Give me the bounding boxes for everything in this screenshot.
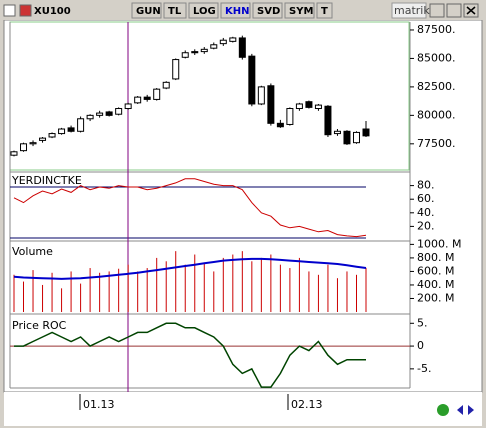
toolbar-button[interactable] bbox=[252, 2, 283, 19]
icon[interactable] bbox=[3, 4, 16, 17]
y-tick-label: -5. bbox=[417, 362, 431, 375]
candle-body bbox=[238, 37, 246, 58]
candle-body bbox=[96, 112, 104, 116]
logo-box bbox=[391, 2, 427, 19]
y-tick-label: 600. M bbox=[417, 264, 454, 277]
y-tick-label: 200. M bbox=[417, 291, 454, 304]
candle-body bbox=[77, 118, 85, 132]
volume-ma bbox=[13, 257, 367, 280]
maximize[interactable] bbox=[446, 3, 462, 18]
y-tick-label: 60. bbox=[417, 192, 435, 205]
candle-body bbox=[115, 108, 123, 115]
toolbar-button[interactable] bbox=[163, 2, 187, 19]
candle-body bbox=[324, 105, 332, 136]
chart-area bbox=[3, 19, 483, 393]
minimize[interactable] bbox=[429, 3, 445, 18]
y-tick-label: 80. bbox=[417, 179, 435, 192]
toolbar-button[interactable] bbox=[131, 2, 162, 19]
indicator-line bbox=[13, 178, 367, 238]
y-tick-label: 0 bbox=[417, 339, 424, 352]
candle-body bbox=[333, 130, 341, 135]
candle-body bbox=[295, 103, 303, 110]
toolbar-button-label: KHN bbox=[225, 6, 250, 17]
candle-body bbox=[314, 104, 322, 110]
candle-body bbox=[48, 133, 56, 138]
candle-body bbox=[153, 88, 161, 100]
candle-body bbox=[210, 44, 218, 49]
scroll-left[interactable] bbox=[457, 405, 463, 415]
candle-body bbox=[219, 39, 227, 45]
candle-body bbox=[200, 48, 208, 53]
toolbar-button-label: SVD bbox=[257, 6, 280, 17]
toolbar-button-label: GUN bbox=[136, 6, 161, 17]
date-label: 02.13 bbox=[291, 398, 323, 411]
roc-line bbox=[14, 322, 366, 388]
candle-body bbox=[172, 59, 180, 80]
candle-body bbox=[352, 131, 360, 144]
close-icon bbox=[466, 6, 476, 15]
y-tick-label: 400. M bbox=[417, 278, 454, 291]
toolbar-button-label: LOG bbox=[193, 6, 216, 17]
candle-body bbox=[67, 127, 75, 132]
toolbar-button[interactable] bbox=[316, 2, 333, 19]
toolbar-button-label: T bbox=[321, 6, 328, 17]
y-tick-label: 1000. M bbox=[417, 237, 461, 250]
panel-title: Volume bbox=[12, 245, 53, 258]
toolbar: XU100 matriks GUN TL LOG KHN SVD SYM T bbox=[0, 0, 486, 20]
y-tick-label: 80000. bbox=[417, 108, 456, 121]
y-tick-label: 82500. bbox=[417, 80, 456, 93]
candle-body bbox=[229, 37, 237, 42]
candle-body bbox=[39, 137, 47, 141]
candle-body bbox=[257, 86, 265, 105]
panel-title: Price ROC bbox=[12, 319, 67, 332]
y-tick-label: 77500. bbox=[417, 137, 456, 150]
candle-body bbox=[86, 114, 94, 120]
y-tick-label: 40. bbox=[417, 206, 435, 219]
candle-body bbox=[267, 85, 275, 124]
candle-body bbox=[276, 122, 284, 128]
y-tick-label: 85000. bbox=[417, 51, 456, 64]
candle-body bbox=[191, 51, 199, 54]
y-tick-label: 20. bbox=[417, 219, 435, 232]
toolbar-button[interactable] bbox=[188, 2, 219, 19]
toolbar-button-label: SYM bbox=[289, 6, 313, 17]
date-strip bbox=[4, 392, 482, 426]
candle-body bbox=[362, 128, 370, 137]
y-tick-label: 87500. bbox=[417, 23, 456, 36]
candle-body bbox=[305, 101, 313, 108]
candle-body bbox=[343, 130, 351, 145]
y-tick-label: 800. M bbox=[417, 251, 454, 264]
candle-body bbox=[286, 108, 294, 125]
icon[interactable] bbox=[19, 4, 32, 17]
toolbar-button[interactable] bbox=[284, 2, 315, 19]
refresh[interactable] bbox=[437, 404, 449, 416]
candle-body bbox=[20, 143, 28, 152]
candle-body bbox=[29, 142, 37, 145]
candle-body bbox=[248, 55, 256, 105]
candle-body bbox=[124, 103, 132, 110]
symbol: XU100 bbox=[34, 6, 71, 17]
candle-body bbox=[105, 111, 113, 116]
candle-body bbox=[10, 151, 18, 156]
scroll-right[interactable] bbox=[468, 405, 474, 415]
date-label: 01.13 bbox=[83, 398, 115, 411]
candle-body bbox=[162, 81, 170, 89]
candle-body bbox=[134, 96, 142, 104]
panel-title: YERDINCTKE bbox=[11, 174, 82, 187]
logo: matriks bbox=[394, 4, 436, 17]
toolbar-button-label: TL bbox=[168, 6, 182, 17]
candle-body bbox=[181, 52, 189, 58]
toolbar-button[interactable] bbox=[220, 2, 251, 19]
candle-body bbox=[143, 96, 151, 100]
y-tick-label: 5. bbox=[417, 316, 428, 329]
candle-body bbox=[58, 128, 66, 135]
